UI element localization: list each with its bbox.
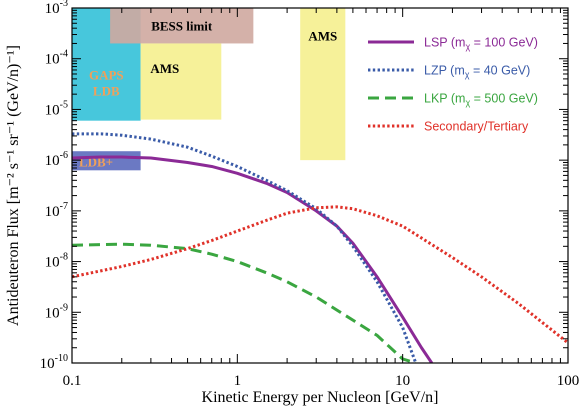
- y-axis-label: Antideuteron Flux [m⁻² s⁻¹ sr⁻¹ (GeV/n)⁻…: [5, 45, 22, 326]
- legend-label-2: LKP (mχ = 500 GeV): [424, 92, 538, 108]
- y-tick-label: 10-10: [40, 353, 68, 372]
- region-ams-3: [140, 43, 222, 120]
- series-lines: [72, 132, 568, 363]
- region-bess-limit-2: [110, 8, 254, 44]
- y-tick-label: 10-7: [45, 201, 68, 220]
- x-tick-label: 10: [395, 373, 410, 389]
- series-line-lsp-m-100-gev: [72, 155, 434, 363]
- x-tick-label: 0.1: [63, 373, 82, 389]
- y-tick-label: 10-8: [45, 252, 68, 271]
- legend-label-3: Secondary/Tertiary: [424, 120, 529, 134]
- x-tick-label: 100: [557, 373, 580, 389]
- series-line-lzp-m-40-gev: [72, 132, 418, 363]
- region-label-gaps-ldb-0-0: GAPS: [89, 67, 124, 82]
- legend-label-1: LZP (mχ = 40 GeV): [424, 64, 530, 80]
- regions: [72, 8, 346, 171]
- ticks: 0.1 1 10 100 10-10 10-9 10-8 10-7 10-6 10-5 10-4 10…: [40, 0, 580, 389]
- region-ams-4: [300, 8, 346, 161]
- x-axis-label: Kinetic Energy per Nucleon [GeV/n]: [202, 389, 439, 406]
- region-label-gaps-ldb-0-1: LDB: [93, 83, 120, 98]
- plot-frame: [71, 7, 569, 364]
- axes: [71, 7, 569, 364]
- legend-label-0: LSP (mχ = 100 GeV): [424, 36, 538, 52]
- x-tick-label: 1: [234, 373, 242, 389]
- series-line-secondary-tertiary: [72, 205, 568, 344]
- series-line-lkp-m-500-gev: [72, 242, 417, 363]
- region-label-bess-limit-2-0: BESS limit: [151, 19, 213, 34]
- y-tick-label: 10-6: [45, 150, 68, 169]
- region-label-ams-4-0: AMS: [308, 28, 337, 43]
- y-tick-label: 10-3: [45, 0, 68, 17]
- y-tick-label: 10-5: [45, 99, 68, 118]
- region-label-ams-3-0: AMS: [150, 61, 179, 76]
- legend: LSP (mχ = 100 GeV) LZP (mχ = 40 GeV) LKP (…: [368, 36, 538, 134]
- y-tick-label: 10-4: [45, 49, 68, 68]
- y-tick-label: 10-9: [45, 302, 68, 321]
